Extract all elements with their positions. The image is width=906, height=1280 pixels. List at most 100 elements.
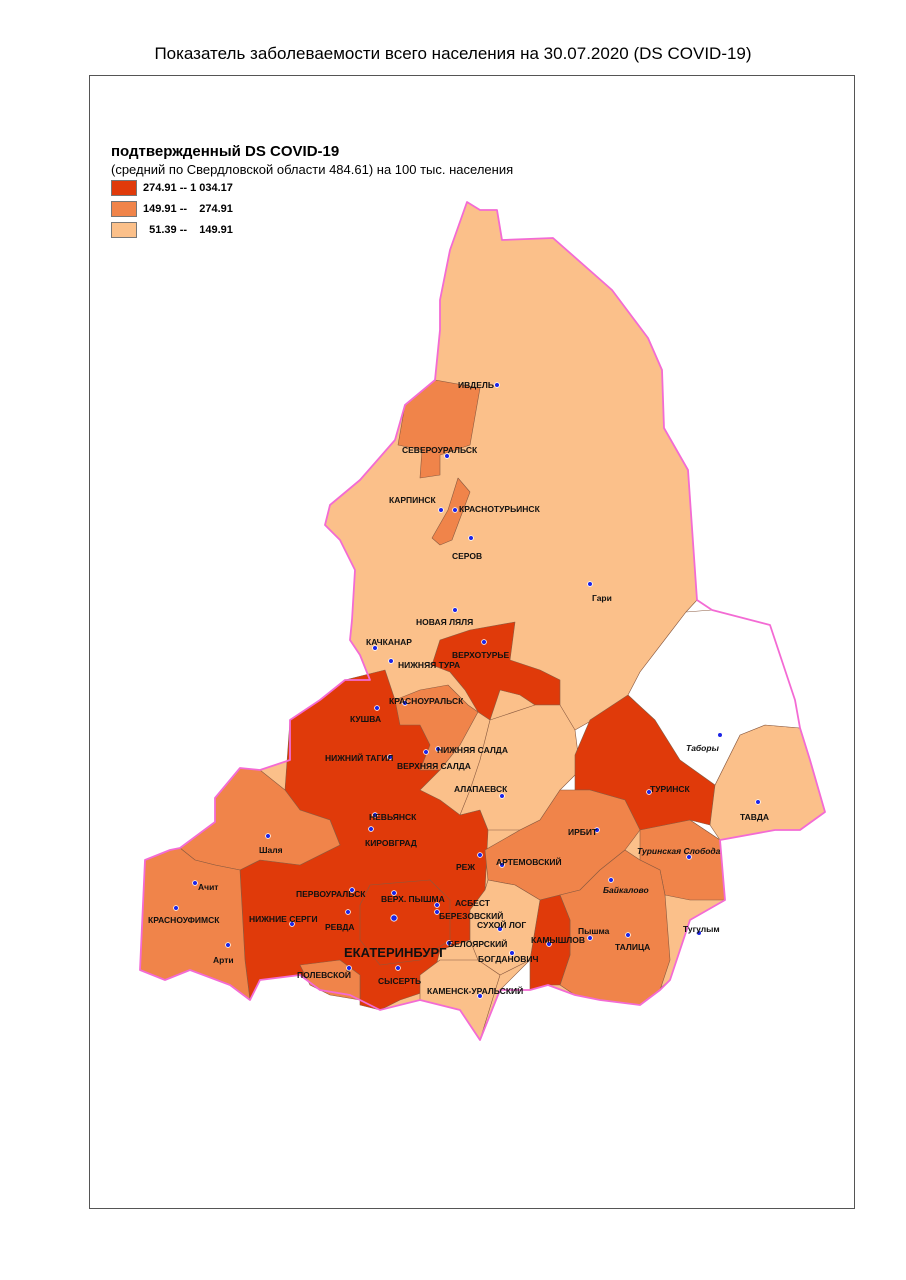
- town-marker-icon: [391, 890, 397, 896]
- city-label: ТУРИНСК: [650, 784, 691, 794]
- city-label: АРТЕМОВСКИЙ: [496, 856, 562, 867]
- town-marker-icon: [349, 887, 355, 893]
- city-label: ВЕРХОТУРЬЕ: [452, 650, 509, 660]
- city-label: НИЖНЯЯ САЛДА: [437, 745, 508, 755]
- legend-label-low: 51.39 -- 149.91: [143, 224, 233, 236]
- city-label: Гари: [592, 593, 612, 603]
- city-label: СУХОЙ ЛОГ: [477, 919, 526, 930]
- city-label: БОГДАНОВИЧ: [478, 954, 539, 964]
- city-label: СЕВЕРОУРАЛЬСК: [402, 445, 478, 455]
- city-label: ВЕРХ. ПЫШМА: [381, 894, 445, 904]
- region-verkhoturye: [431, 621, 561, 721]
- town-marker-icon: [497, 926, 503, 932]
- map-frame: [89, 75, 855, 1209]
- city-label: КАЧКАНАР: [366, 637, 412, 647]
- town-marker-icon: [468, 535, 474, 541]
- region-severouralsk: [397, 379, 481, 479]
- city-label: Арти: [213, 955, 234, 965]
- city-label: СЕРОВ: [452, 551, 482, 561]
- town-marker-icon: [587, 935, 593, 941]
- city-label: ВЕРХНЯЯ САЛДА: [397, 761, 471, 771]
- city-label: КАМЕНСК-УРАЛЬСКИЙ: [427, 985, 523, 996]
- city-label: КИРОВГРАД: [365, 838, 417, 848]
- city-label: НИЖНИЙ ТАГИЛ: [325, 752, 393, 763]
- city-label: ПОЛЕВСКОЙ: [297, 969, 351, 980]
- city-label: РЕЖ: [456, 862, 475, 872]
- town-marker-icon: [587, 581, 593, 587]
- city-label: ЕКАТЕРИНБУРГ: [344, 945, 447, 960]
- legend-item-low: 51.39 -- 149.91: [111, 220, 513, 240]
- city-labels: ИВДЕЛЬ СЕВЕРОУРАЛЬСК КАРПИНСК КРАСНОТУРЬИНС…: [148, 380, 769, 999]
- town-marker-icon: [477, 993, 483, 999]
- legend-subtitle: (средний по Свердловской области 484.61)…: [111, 162, 514, 177]
- town-marker-icon: [434, 902, 440, 908]
- city-label: РЕВДА: [325, 922, 355, 932]
- town-marker-icon: [494, 382, 500, 388]
- city-label: КРАСНОТУРЬИНСК: [459, 504, 541, 514]
- city-label: БЕЛОЯРСКИЙ: [448, 938, 507, 949]
- town-marker-icon: [368, 826, 374, 832]
- city-label: КУШВА: [350, 714, 381, 724]
- city-label: ТАЛИЦА: [615, 942, 650, 952]
- legend-swatch-mid: [111, 201, 137, 217]
- town-marker-icon: [452, 607, 458, 613]
- town-marker-icon: [345, 909, 351, 915]
- city-label: ПЕРВОУРАЛЬСК: [296, 889, 366, 899]
- town-marker-icon: [372, 645, 378, 651]
- town-marker-icon: [387, 754, 393, 760]
- region-border: [139, 201, 826, 1041]
- city-label: АЛАПАЕВСК: [454, 784, 508, 794]
- city-label: Тугулым: [683, 924, 720, 934]
- city-label: Пышма: [578, 926, 610, 936]
- town-marker-icon: [265, 833, 271, 839]
- town-marker-icon: [346, 965, 352, 971]
- region-ekaterinburg: [359, 879, 451, 966]
- legend-item-high: 274.91 -- 1 034.17: [111, 178, 513, 198]
- city-label: НИЖНИЕ СЕРГИ: [249, 914, 318, 924]
- town-marker-icon: [452, 507, 458, 513]
- town-marker-icon: [289, 921, 295, 927]
- region-krasnoturinsk: [431, 477, 471, 546]
- legend-swatch-high: [111, 180, 137, 196]
- legend-title: подтвержденный DS COVID-19: [111, 143, 340, 160]
- town-marker-icon: [686, 854, 692, 860]
- town-marker-icon: [608, 877, 614, 883]
- region-krasnouralsk: [394, 684, 479, 771]
- town-marker-icon: [402, 700, 408, 706]
- page-title: Показатель заболеваемости всего населени…: [154, 44, 752, 63]
- city-label: НИЖНЯЯ ТУРА: [398, 660, 460, 670]
- town-marker-icon: [173, 905, 179, 911]
- city-label: КАМЫШЛОВ: [531, 935, 585, 945]
- town-marker-icon: [696, 930, 702, 936]
- city-label: Туринская Слобода: [637, 846, 721, 856]
- town-marker-icon: [546, 941, 552, 947]
- city-label: НОВАЯ ЛЯЛЯ: [416, 617, 473, 627]
- city-label: ИВДЕЛЬ: [458, 380, 494, 390]
- town-marker-icon: [192, 880, 198, 886]
- town-marker-icon: [646, 789, 652, 795]
- town-marker-icon: [499, 793, 505, 799]
- town-marker-icon: [434, 909, 440, 915]
- town-marker-icon: [435, 746, 441, 752]
- legend-label-high: 274.91 -- 1 034.17: [143, 182, 233, 194]
- region-kamensk: [419, 959, 501, 1041]
- city-label: Шаля: [259, 845, 283, 855]
- city-label: Байкалово: [603, 885, 649, 895]
- town-marker-icon: [481, 639, 487, 645]
- city-label: КРАСНОУРАЛЬСК: [389, 696, 464, 706]
- city-label: ИРБИТ: [568, 827, 598, 837]
- town-marker-icon: [509, 950, 515, 956]
- town-marker-icon: [625, 932, 631, 938]
- city-label: Таборы: [686, 743, 720, 753]
- town-marker-icon: [444, 453, 450, 459]
- legend-swatch-low: [111, 222, 137, 238]
- town-marker-icon: [374, 705, 380, 711]
- city-label: НЕВЬЯНСК: [369, 812, 417, 822]
- town-marker-icon: [594, 827, 600, 833]
- city-label: ТАВДА: [740, 812, 769, 822]
- legend-label-mid: 149.91 -- 274.91: [143, 203, 233, 215]
- city-label: Ачит: [198, 882, 218, 892]
- legend: подтвержденный DS COVID-19 (средний по С…: [111, 143, 513, 240]
- city-label: АСБЕСТ: [455, 898, 491, 908]
